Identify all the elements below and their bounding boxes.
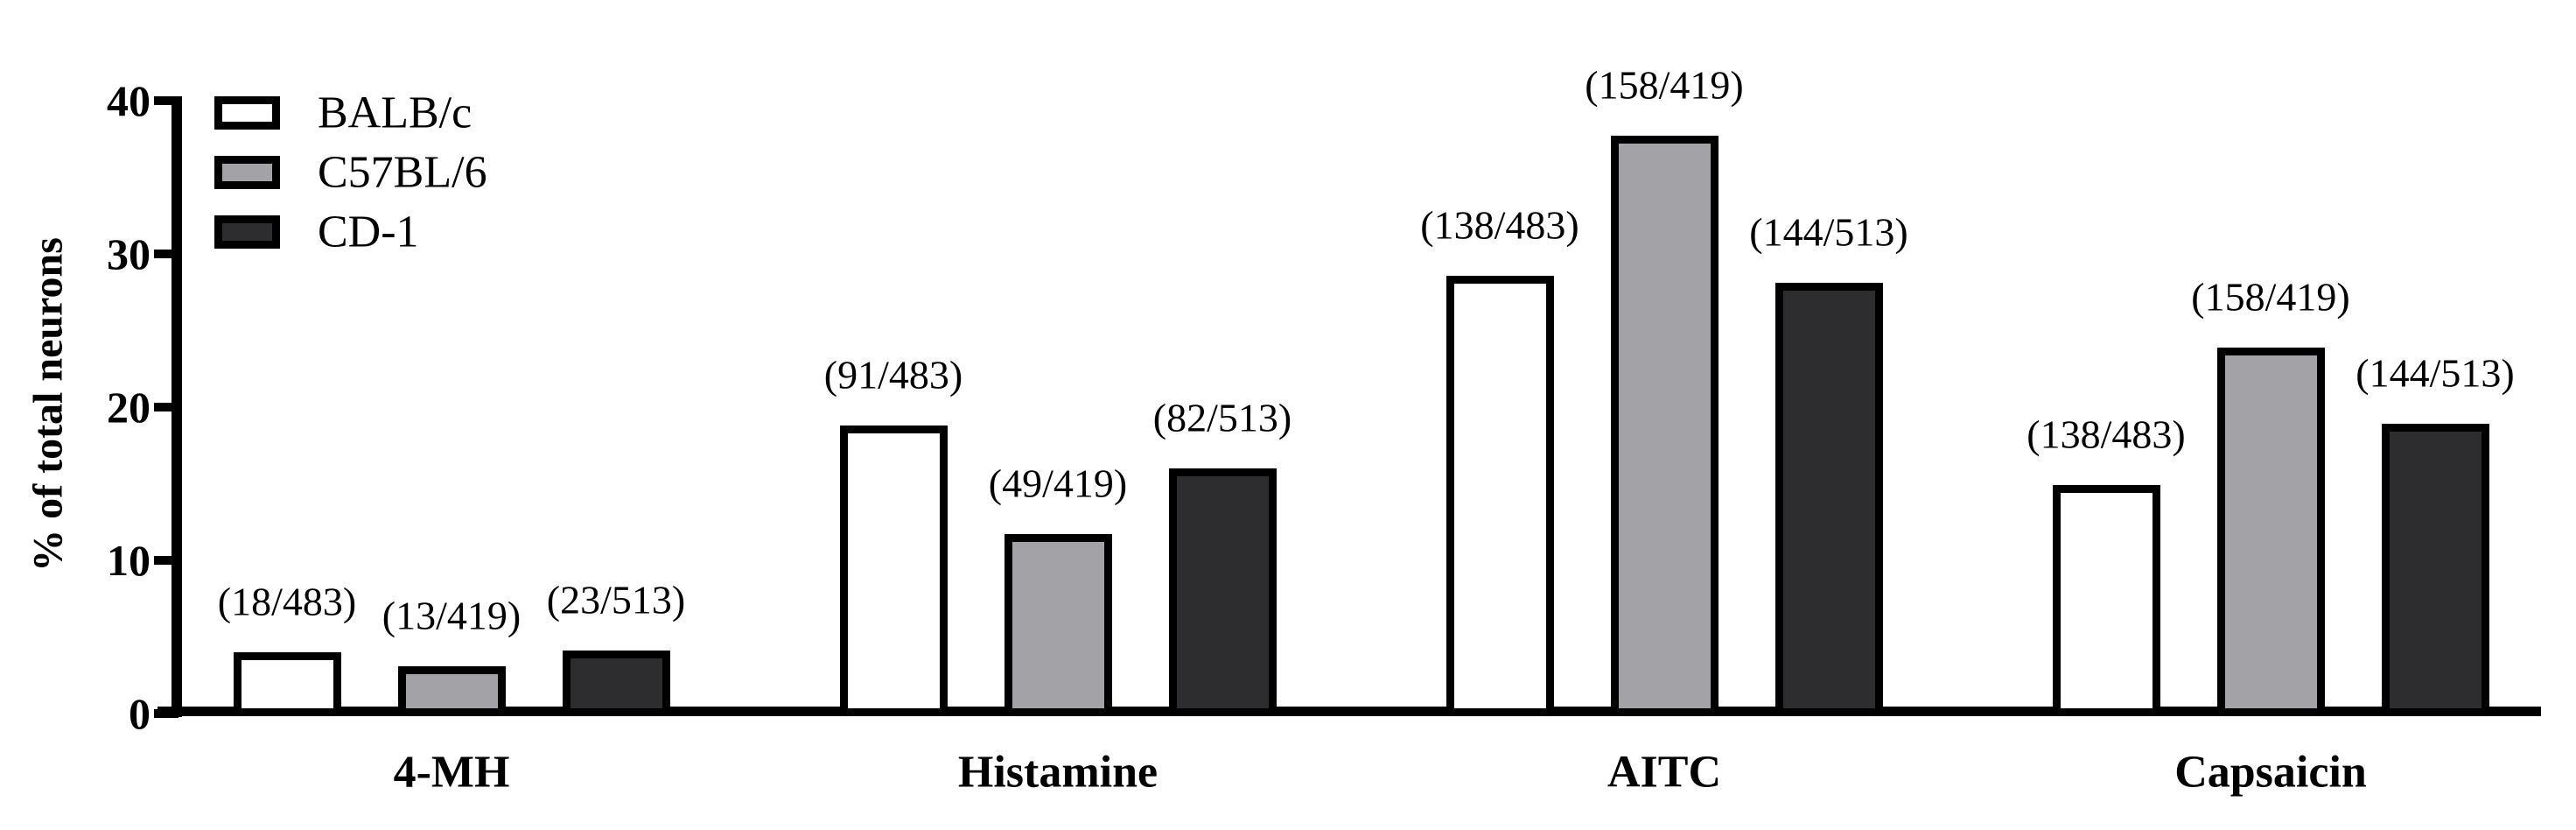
bar-value-label: (138/483) xyxy=(2026,411,2186,457)
legend-label: CD-1 xyxy=(318,207,419,257)
bar-value-label: (49/419) xyxy=(988,461,1128,506)
y-tick-label: 30 xyxy=(107,229,150,278)
category-label: Capsaicin xyxy=(2174,747,2367,798)
x-axis-line xyxy=(158,707,2541,716)
bar xyxy=(2052,485,2160,716)
bar xyxy=(1610,136,1718,716)
bar xyxy=(839,426,948,716)
bar xyxy=(2216,347,2325,716)
bar-value-label: (23/513) xyxy=(546,577,686,622)
y-tick-label: 40 xyxy=(107,76,150,125)
bar xyxy=(1168,468,1277,716)
bar-value-label: (82/513) xyxy=(1152,395,1292,440)
bar xyxy=(1446,275,1554,716)
bar-value-label: (138/483) xyxy=(1420,202,1579,247)
bar xyxy=(1004,534,1112,716)
y-tick xyxy=(154,709,178,718)
bar xyxy=(2381,424,2489,716)
bar xyxy=(1774,283,1883,716)
bar xyxy=(233,652,341,716)
legend-label: C57BL/6 xyxy=(318,147,487,198)
y-tick-label: 20 xyxy=(107,383,150,432)
bar-value-label: (158/419) xyxy=(2191,274,2350,320)
category-label: AITC xyxy=(1606,747,1722,798)
category-label: 4-MH xyxy=(393,747,510,798)
bar-value-label: (144/513) xyxy=(2356,350,2515,396)
bar-value-label: (18/483) xyxy=(217,579,357,624)
legend-swatch-balb-c xyxy=(214,96,280,130)
y-tick xyxy=(154,96,178,105)
bar xyxy=(397,665,506,716)
bar-value-label: (91/483) xyxy=(823,352,963,397)
legend-swatch-cd-1 xyxy=(214,215,280,249)
bar-value-label: (158/419) xyxy=(1585,62,1744,108)
y-tick xyxy=(154,556,178,565)
bar-value-label: (144/513) xyxy=(1749,209,1908,255)
y-tick-label: 10 xyxy=(107,536,150,585)
legend-swatch-c57bl-6 xyxy=(214,156,280,189)
legend-label: BALB/c xyxy=(318,88,472,138)
category-label: Histamine xyxy=(957,747,1158,798)
y-tick xyxy=(154,403,178,411)
bar-value-label: (13/419) xyxy=(382,593,522,638)
y-tick xyxy=(154,250,178,258)
y-tick-label: 0 xyxy=(129,689,150,738)
bar xyxy=(562,651,670,716)
